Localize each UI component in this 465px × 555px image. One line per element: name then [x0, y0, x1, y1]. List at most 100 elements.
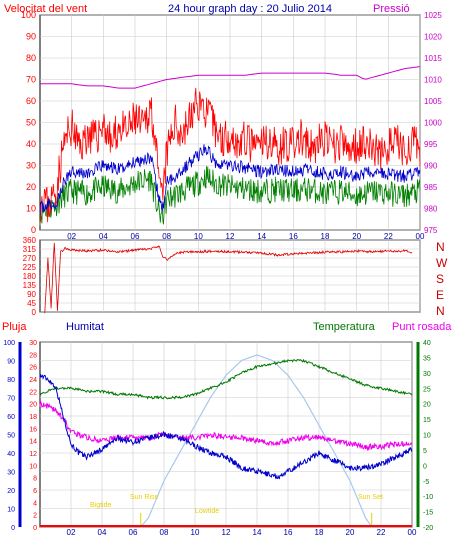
panel1-y-tick-left: 60 [26, 96, 36, 106]
panel2-y-tick: 315 [23, 245, 37, 254]
series-temperature [39, 358, 413, 400]
temperature-y-tick: 10 [423, 433, 431, 440]
rain-y-tick: 2 [33, 513, 37, 520]
panel2-y-tick: 135 [23, 281, 37, 290]
humidity-y-tick: 60 [7, 414, 15, 421]
panel1-x-tick: 14 [257, 232, 266, 241]
rain-y-tick: 8 [33, 476, 37, 483]
rain-y-tick: 18 [29, 414, 37, 421]
panel1-y-tick-left: 90 [26, 32, 36, 42]
compass-labels: N W S E N [436, 240, 448, 318]
temperature-y-tick: 5 [423, 448, 427, 455]
panel1-y-tick-left: 50 [26, 118, 36, 128]
rain-y-tick: 24 [29, 377, 37, 384]
panel1-y-tick-right: 1015 [424, 54, 442, 63]
panel1-y-tick-right: 1025 [424, 11, 442, 20]
annotation-sun-set: Sun Set [358, 494, 383, 501]
panel1-y-tick-right: 980 [424, 205, 438, 214]
rain-y-tick: 0 [33, 525, 37, 532]
humidity-y-tick: 30 [7, 470, 15, 477]
panel2-y-tick: 225 [23, 263, 37, 272]
compass-e: E [436, 288, 444, 302]
panel2-series [44, 242, 413, 314]
panel1-x-tick: 12 [226, 232, 235, 241]
series-humidity [39, 374, 413, 480]
panel3-x-tick: 04 [98, 528, 107, 537]
panel2-y-tick: 45 [27, 299, 36, 308]
rain-y-tick: 28 [29, 352, 37, 359]
panel3-x-tick: 02 [67, 528, 76, 537]
panel1-x-tick: 04 [99, 232, 108, 241]
panel1-x-tick: 18 [321, 232, 330, 241]
panel1-x-tick: 00 [416, 232, 425, 241]
panel1-y-tick-right: 1000 [424, 119, 442, 128]
rain-y-tick: 10 [29, 463, 37, 470]
panel2-y-tick: 90 [27, 290, 36, 299]
panel3-x-tick: 10 [191, 528, 200, 537]
humidity-y-tick: 90 [7, 359, 15, 366]
panel1-series [39, 66, 421, 226]
compass-s: S [436, 272, 444, 286]
rain-y-tick: 4 [33, 500, 37, 507]
panel3-x-tick: 00 [408, 528, 417, 537]
series-wind-gust [39, 87, 421, 224]
temperature-y-tick: 15 [423, 417, 431, 424]
series-wind-green [39, 166, 421, 226]
compass-n-bottom: N [436, 304, 445, 318]
compass-n-top: N [436, 240, 445, 254]
dewpoint-label: Punt rosada [392, 321, 452, 333]
panel1-y-axis-right: 975 980 985 990 995 1000 1005 1010 1015 1020 1025 [424, 11, 442, 235]
rain-y-tick: 26 [29, 365, 37, 372]
panel2-y-tick: 360 [23, 236, 37, 245]
panel1-y-tick-left: 30 [26, 161, 36, 171]
humidity-y-tick: 10 [7, 507, 15, 514]
rain-y-tick: 12 [29, 451, 37, 458]
panel3-x-tick: 18 [315, 528, 324, 537]
temperature-y-tick: -5 [423, 479, 429, 486]
panel3-grid [40, 341, 413, 528]
panel1-y-tick-left: 70 [26, 75, 36, 85]
panel1-y-tick-right: 995 [424, 140, 438, 149]
temperature-y-tick: -20 [423, 525, 433, 532]
panel1-x-tick: 16 [289, 232, 298, 241]
panel3-x-tick: 14 [253, 528, 262, 537]
panel3-x-tick: 16 [284, 528, 293, 537]
humidity-y-tick: 70 [7, 396, 15, 403]
panel3-x-tick: 20 [346, 528, 355, 537]
panel1-y-tick-right: 1020 [424, 33, 442, 42]
humidity-y-tick: 0 [11, 525, 15, 532]
humidity-label: Humitat [66, 321, 104, 333]
panel2-grid [40, 239, 421, 313]
pressure-label: Pressió [373, 3, 410, 15]
series-pressure [40, 66, 421, 89]
panel1-x-tick: 08 [162, 232, 171, 241]
temperature-y-tick: 0 [423, 463, 427, 470]
temperature-y-tick: 25 [423, 386, 431, 393]
humidity-y-tick: 100 [3, 340, 15, 347]
wind-speed-label: Velocitat del vent [4, 3, 87, 15]
temperature-y-axis: -20 -15 -10 -5 0 5 10 15 20 25 30 35 40 [423, 340, 433, 532]
panel1-y-tick-right: 990 [424, 162, 438, 171]
rain-y-tick: 6 [33, 488, 37, 495]
temperature-y-tick: 40 [423, 340, 431, 347]
humidity-y-axis: 0 10 20 30 40 50 60 70 80 90 100 [3, 340, 15, 532]
series-wind-direction [44, 242, 413, 314]
panel1-y-tick-left: 80 [26, 53, 36, 63]
chart-title: 24 hour graph day : 20 Julio 2014 [168, 3, 332, 15]
humidity-y-tick: 20 [7, 488, 15, 495]
annotation-lowtide: Lowtide [195, 508, 219, 515]
panel2-y-tick: 0 [32, 308, 37, 317]
panel2-y-tick: 270 [23, 254, 37, 263]
humidity-y-tick: 80 [7, 377, 15, 384]
temperature-y-tick: 20 [423, 402, 431, 409]
panel3-x-axis: 02 04 06 08 10 12 14 16 18 20 22 00 [67, 528, 417, 537]
panel3-series [39, 354, 413, 528]
series-dewpoint [39, 399, 413, 452]
temperature-y-tick: -10 [423, 494, 433, 501]
